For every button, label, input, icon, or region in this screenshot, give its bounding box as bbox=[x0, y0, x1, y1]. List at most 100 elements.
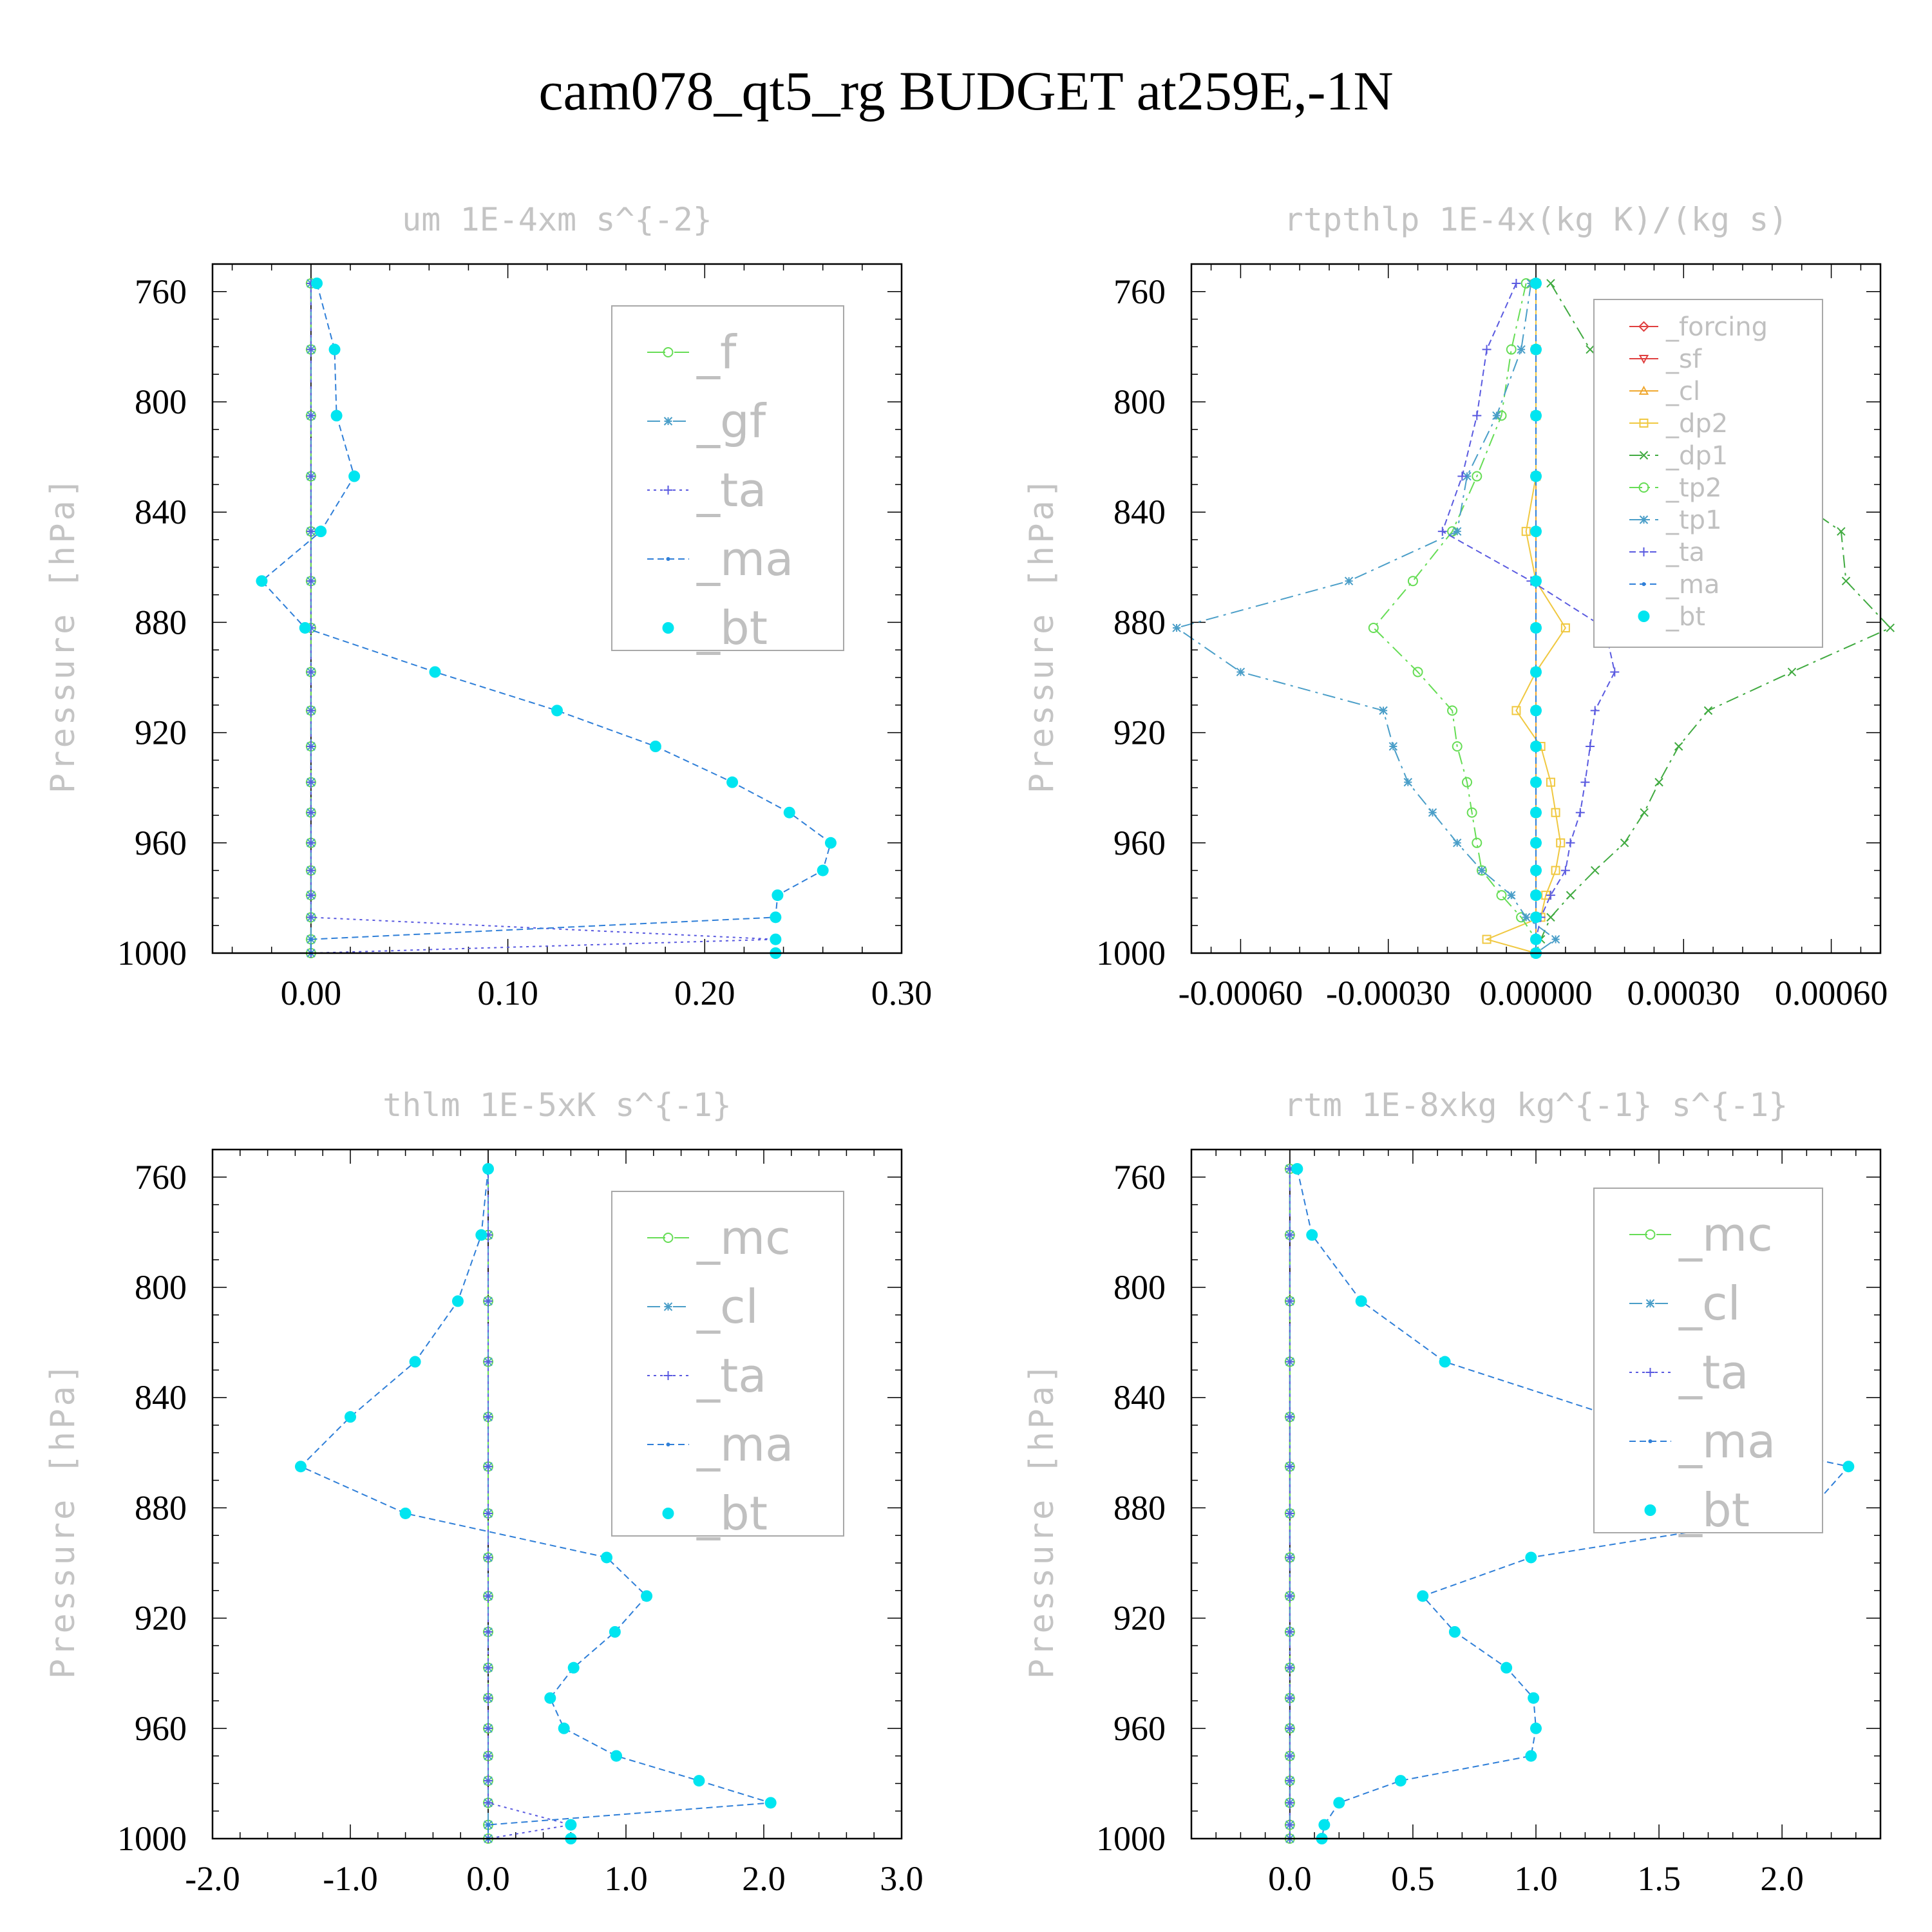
x-tick-label: 0.00030 bbox=[1627, 974, 1741, 1012]
data-point bbox=[475, 1229, 488, 1241]
y-tick-label: 920 bbox=[1113, 1599, 1166, 1638]
data-point bbox=[641, 1590, 653, 1602]
data-point bbox=[1530, 621, 1542, 634]
series-ta bbox=[1437, 278, 1620, 958]
data-point bbox=[1530, 470, 1542, 482]
series-tp1 bbox=[1172, 279, 1560, 958]
data-point bbox=[484, 1508, 493, 1518]
data-point bbox=[1586, 742, 1595, 751]
series-ta bbox=[306, 278, 781, 958]
legend-marker bbox=[1639, 547, 1649, 556]
x-tick-label: 0.00060 bbox=[1775, 974, 1888, 1012]
x-tick-label: 1.0 bbox=[1514, 1859, 1558, 1898]
data-point bbox=[1466, 807, 1477, 818]
y-tick-label: 840 bbox=[135, 493, 187, 531]
data-point bbox=[1412, 667, 1423, 677]
chart-title: thlm 1E-5xK s^{-1} bbox=[383, 1086, 732, 1124]
legend-label: _dp2 bbox=[1665, 409, 1728, 439]
data-point bbox=[399, 1507, 412, 1519]
legend-label: _bt bbox=[1678, 1483, 1750, 1537]
data-point bbox=[484, 1553, 493, 1562]
data-point bbox=[1506, 344, 1517, 355]
data-point bbox=[1886, 623, 1895, 632]
legend-label: _bt bbox=[696, 601, 768, 655]
data-point bbox=[1511, 706, 1521, 715]
y-tick-label: 880 bbox=[1113, 603, 1166, 641]
data-point bbox=[1620, 838, 1629, 848]
data-point bbox=[486, 1823, 490, 1827]
legend: _f _gf _ta _ma _bt bbox=[611, 305, 844, 655]
plot-frame bbox=[211, 263, 903, 954]
legend-label: _ta bbox=[1665, 538, 1705, 567]
series-line bbox=[310, 283, 776, 954]
data-point bbox=[1285, 1553, 1294, 1562]
data-point bbox=[1453, 527, 1462, 536]
legend-label: _mc bbox=[696, 1211, 791, 1265]
data-point bbox=[1591, 866, 1600, 875]
data-point bbox=[1285, 1798, 1294, 1808]
data-point bbox=[315, 526, 327, 538]
series-ta bbox=[1285, 1164, 1294, 1843]
x-tick-label: 0.00 bbox=[281, 974, 342, 1012]
legend-marker bbox=[663, 1233, 674, 1243]
series-line bbox=[1484, 283, 1567, 954]
y-tick-label: 960 bbox=[1113, 824, 1166, 862]
data-point bbox=[817, 864, 829, 876]
data-point bbox=[1703, 706, 1713, 715]
legend-label: _ta bbox=[696, 463, 766, 517]
data-point bbox=[1530, 1722, 1542, 1734]
x-tick-label: 0.30 bbox=[871, 974, 933, 1012]
y-tick-label: 840 bbox=[135, 1378, 187, 1417]
data-point bbox=[1837, 527, 1846, 536]
data-point bbox=[1388, 742, 1398, 751]
data-point bbox=[1530, 776, 1542, 788]
data-point bbox=[1551, 808, 1560, 817]
data-point bbox=[1530, 343, 1542, 355]
y-tick-label: 880 bbox=[135, 1488, 187, 1527]
data-point bbox=[484, 1776, 493, 1786]
data-point bbox=[484, 1723, 493, 1733]
data-point bbox=[544, 1692, 556, 1704]
series-line bbox=[1441, 283, 1616, 953]
data-point bbox=[1236, 667, 1245, 677]
data-point bbox=[601, 1551, 613, 1564]
data-point bbox=[1507, 891, 1516, 900]
data-point bbox=[1333, 1797, 1345, 1809]
y-tick-label: 1000 bbox=[1096, 1819, 1166, 1858]
data-point bbox=[1355, 1295, 1367, 1307]
data-point bbox=[484, 1462, 493, 1472]
data-point bbox=[1551, 934, 1560, 944]
legend-marker bbox=[662, 1508, 674, 1519]
legend-marker bbox=[663, 417, 673, 426]
data-point bbox=[294, 1461, 307, 1473]
legend-marker bbox=[663, 1302, 673, 1311]
legend-marker bbox=[1645, 1299, 1655, 1308]
data-point bbox=[348, 470, 361, 482]
legend-marker bbox=[663, 486, 673, 495]
y-axis-label: Pressure [hPa] bbox=[44, 1361, 82, 1679]
data-point bbox=[1842, 1461, 1855, 1473]
data-point bbox=[1285, 1751, 1294, 1761]
data-point bbox=[1501, 1662, 1513, 1674]
series-ma bbox=[1534, 281, 1538, 955]
y-tick-label: 800 bbox=[1113, 1268, 1166, 1307]
data-point bbox=[772, 889, 784, 902]
data-point bbox=[1546, 777, 1555, 787]
data-point bbox=[311, 277, 323, 289]
y-tick-label: 800 bbox=[135, 1268, 187, 1307]
data-point bbox=[306, 808, 316, 817]
data-point bbox=[299, 621, 311, 634]
legend-label: _cl bbox=[696, 1280, 759, 1334]
data-point bbox=[1530, 705, 1542, 717]
chart-panel-1: um 1E-4xm s^{-2} Pressure [hPa] 760 800 840 8… bbox=[44, 201, 932, 1012]
data-point bbox=[1172, 623, 1181, 632]
data-point bbox=[1530, 277, 1542, 289]
data-point bbox=[1492, 411, 1501, 421]
x-tick-label: 0.10 bbox=[477, 974, 538, 1012]
chart-panel-3: thlm 1E-5xK s^{-1} Pressure [hPa] 760 800 84… bbox=[44, 1086, 923, 1898]
plot-frame bbox=[211, 1148, 903, 1840]
series-line bbox=[488, 1169, 571, 1839]
data-point bbox=[1463, 471, 1472, 481]
data-point bbox=[1590, 706, 1600, 715]
legend-box bbox=[611, 1191, 844, 1537]
